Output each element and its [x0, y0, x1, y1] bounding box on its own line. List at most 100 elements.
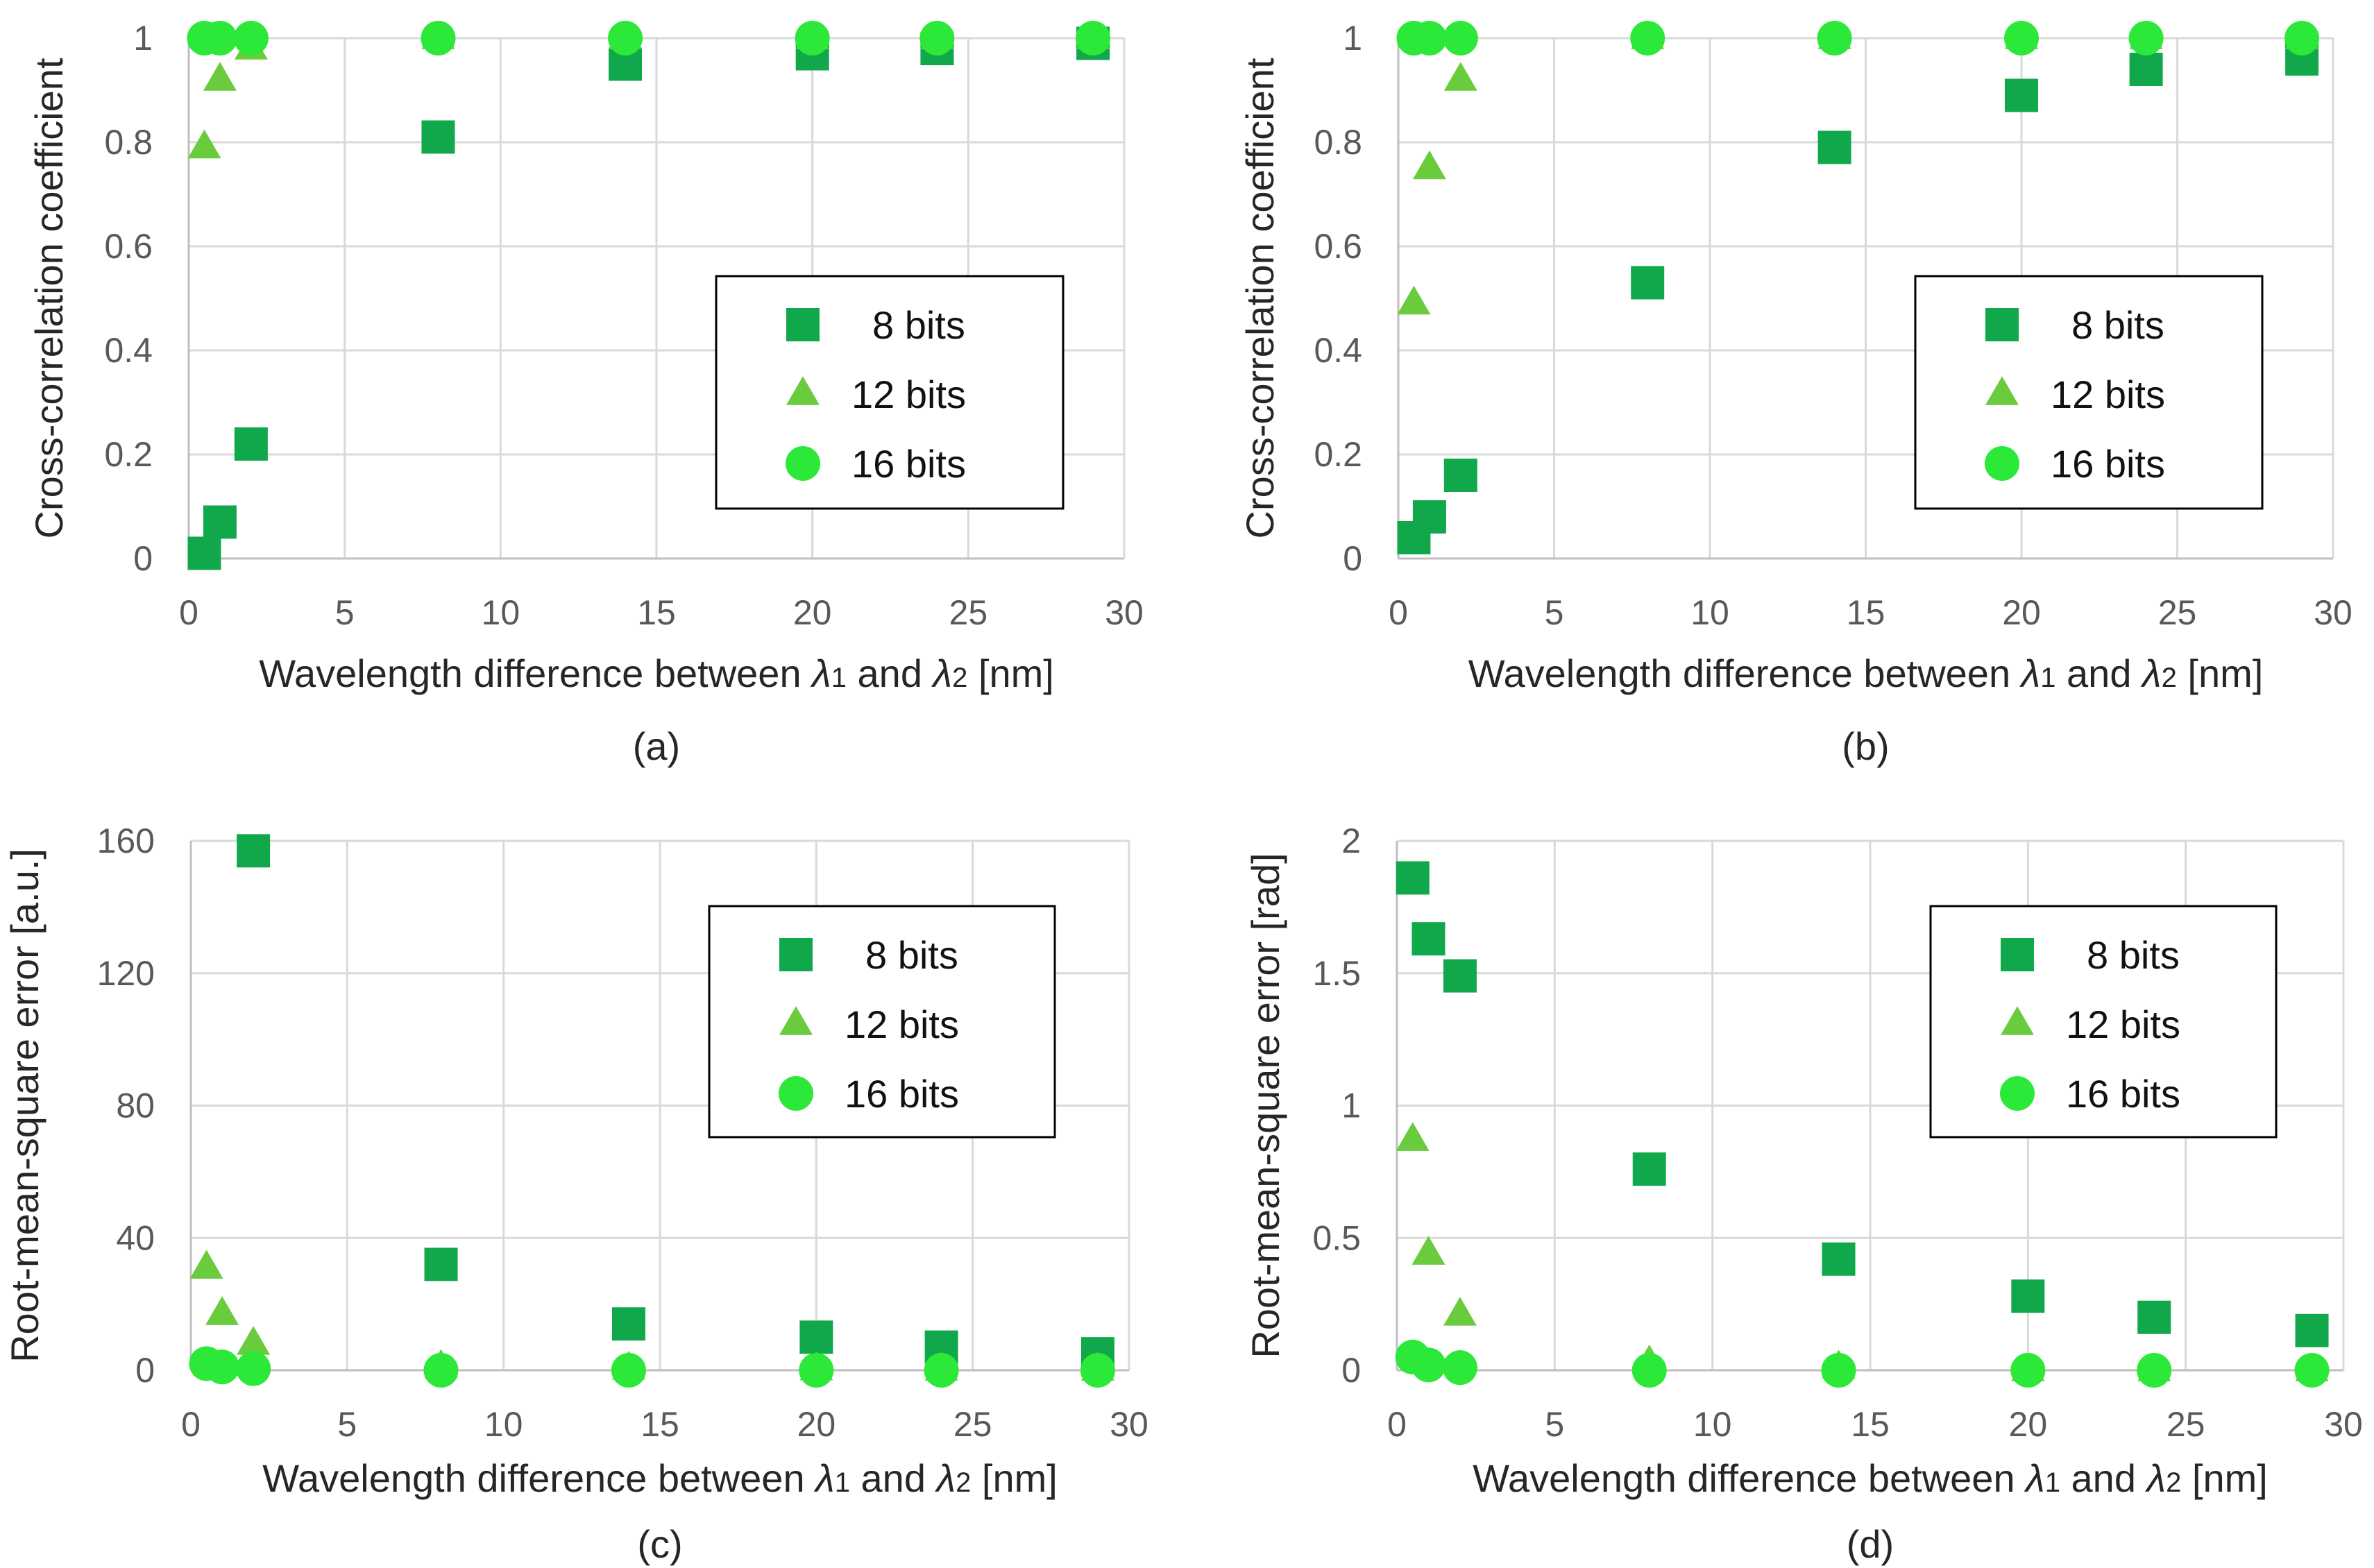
chart-2-series-12-bits [189, 1250, 1114, 1381]
chart-2-y-tick-label: 40 [116, 1218, 155, 1257]
chart-1-x-tick-label: 10 [1690, 593, 1729, 632]
chart-2-y-tick-label: 0 [135, 1351, 155, 1390]
chart-2-point-8-bits-1 [424, 1247, 458, 1281]
chart-1-series-16-bits [1396, 21, 2320, 56]
chart-3-point-12-bits-2 [1443, 1297, 1477, 1326]
chart-0-y-tick-label: 0 [133, 539, 153, 578]
chart-2-x-tick-label: 15 [641, 1405, 679, 1444]
chart-3-point-8-bits-7 [2295, 1313, 2329, 1347]
chart-0-x-tick-label: 0 [179, 593, 198, 632]
chart-0-point-16-bits-7 [1076, 21, 1111, 56]
chart-3-point-8-bits-6 [2137, 1300, 2171, 1334]
chart-1-y-tick-label: 0.2 [1314, 435, 1362, 474]
chart-2-caption: (c) [637, 1522, 682, 1566]
chart-0-caption: (a) [633, 724, 680, 768]
chart-0-y-tick-label: 1 [133, 19, 153, 58]
chart-1-legend-box [1914, 275, 2264, 510]
chart-0-legend-label-8-bits: 8 bits [872, 303, 965, 347]
panel-c: 0 5 10 15 20 25 30 0 40 80 120 160 Wavelength differ… [3, 821, 1148, 1566]
chart-0-point-16-bits-6 [919, 21, 955, 56]
chart-0-point-8-bits-0 [187, 536, 221, 570]
chart-0-x-tick-label: 15 [637, 593, 676, 632]
chart-3-legend-label-16-bits: 16 bits [2066, 1072, 2180, 1116]
chart-3-point-16-bits-2 [1442, 1350, 1477, 1386]
chart-0-x-tick-label: 30 [1105, 593, 1144, 632]
chart-1-legend-label-8-bits: 8 bits [2071, 303, 2164, 347]
chart-3-x-tick-label: 10 [1693, 1405, 1732, 1444]
chart-2-legend-label-16-bits: 16 bits [845, 1072, 959, 1116]
chart-0-y-tick-label: 0.4 [104, 331, 153, 370]
chart-3-y-tick-label: 1 [1341, 1086, 1361, 1125]
chart-1-point-8-bits-6 [2129, 53, 2163, 86]
chart-2-legend-marker-12-bits [779, 1006, 813, 1035]
chart-1-legend-label-16-bits: 16 bits [2051, 442, 2165, 486]
chart-0-point-8-bits-1 [203, 505, 237, 539]
chart-3-series-12-bits [1396, 1122, 2329, 1381]
chart-3-legend-marker-16-bits [2000, 1076, 2035, 1111]
chart-0-legend-box [715, 275, 1065, 510]
chart-1-y-tick-label: 1 [1343, 19, 1362, 58]
chart-1-point-16-bits-6 [2128, 21, 2164, 56]
chart-0-point-8-bits-2 [234, 427, 268, 461]
chart-1-point-8-bits-3 [1631, 266, 1665, 300]
chart-2-point-16-bits-3 [423, 1353, 459, 1388]
chart-1-legend-marker-12-bits [1985, 376, 2019, 405]
chart-0-y-tick-label: 0.8 [104, 123, 153, 162]
chart-2-point-12-bits-0 [189, 1250, 223, 1279]
chart-2-y-axis-label: Root-mean-square error [a.u.] [3, 849, 46, 1363]
chart-3-x-tick-label: 15 [1851, 1405, 1890, 1444]
chart-1-point-12-bits-2 [1443, 62, 1477, 91]
panel-a: 0 5 10 15 20 25 30 0 0.2 0.4 0.6 0.8 1 Wavelength dif… [27, 19, 1144, 768]
chart-1-x-tick-label: 30 [2314, 593, 2352, 632]
chart-2-series-16-bits [189, 1346, 1115, 1388]
chart-2-point-12-bits-2 [237, 1326, 271, 1355]
chart-3-point-8-bits-3 [1632, 1152, 1666, 1186]
panel-d: 0 5 10 15 20 25 30 0 0.5 1 1.5 2 Wavelength differen… [1244, 821, 2363, 1566]
chart-2-point-8-bits-2 [611, 1307, 645, 1341]
chart-1-point-8-bits-2 [1443, 459, 1477, 492]
chart-0-point-16-bits-1 [202, 21, 237, 56]
chart-2-point-16-bits-7 [1080, 1353, 1115, 1388]
chart-0-x-tick-label: 5 [335, 593, 355, 632]
chart-3-point-12-bits-1 [1411, 1236, 1445, 1265]
chart-0-legend-marker-8-bits [786, 308, 820, 341]
chart-3-y-tick-label: 2 [1341, 821, 1361, 860]
chart-1-point-12-bits-0 [1397, 285, 1431, 315]
chart-3-series-8-bits [1396, 861, 2329, 1347]
chart-1-point-12-bits-1 [1412, 150, 1446, 180]
chart-3-point-16-bits-1 [1411, 1347, 1446, 1383]
chart-2-point-12-bits-1 [205, 1296, 239, 1325]
chart-0-legend-label-12-bits: 12 bits [851, 373, 966, 416]
chart-1-series-12-bits [1397, 20, 2319, 315]
chart-0-x-tick-label: 10 [482, 593, 520, 632]
chart-0-point-16-bits-4 [608, 21, 643, 56]
chart-0-x-tick-label: 20 [793, 593, 832, 632]
chart-3-point-16-bits-6 [2137, 1353, 2172, 1388]
chart-3-y-tick-label: 1.5 [1312, 954, 1361, 993]
chart-3-legend-label-8-bits: 8 bits [2087, 933, 2180, 977]
chart-3-y-tick-label: 0.5 [1312, 1218, 1361, 1257]
chart-2-legend-label-12-bits: 12 bits [845, 1003, 959, 1046]
chart-3-point-8-bits-4 [1822, 1242, 1856, 1276]
chart-3-x-tick-label: 30 [2324, 1405, 2363, 1444]
chart-3-point-16-bits-7 [2294, 1353, 2330, 1388]
chart-3-series-16-bits [1395, 1339, 2330, 1388]
chart-2-y-tick-label: 80 [116, 1086, 155, 1125]
chart-1-x-axis-label: Wavelength difference between λ1 and λ2 … [1468, 651, 2264, 695]
chart-2-x-axis-label: Wavelength difference between λ1 and λ2 … [262, 1456, 1058, 1500]
chart-1-legend-label-12-bits: 12 bits [2051, 373, 2165, 416]
panel-b: 0 5 10 15 20 25 30 0 0.2 0.4 0.6 0.8 1 Wavelength dif… [1238, 19, 2352, 768]
chart-3-x-tick-label: 5 [1545, 1405, 1564, 1444]
chart-3-x-axis-label: Wavelength difference between λ1 and λ2 … [1473, 1456, 2268, 1500]
chart-1-point-8-bits-4 [1817, 130, 1851, 164]
chart-1-grid [1397, 37, 2334, 560]
chart-1-y-axis-label: Cross-correlation coefficient [1238, 58, 1282, 538]
chart-1-y-tick-label: 0.6 [1314, 227, 1362, 266]
chart-0-point-16-bits-5 [795, 21, 830, 56]
chart-3-x-tick-label: 25 [2167, 1405, 2205, 1444]
chart-0-series-12-bits [187, 20, 1110, 159]
chart-1-point-8-bits-1 [1412, 500, 1446, 534]
chart-1-x-tick-label: 20 [2002, 593, 2041, 632]
chart-3-x-tick-label: 20 [2009, 1405, 2048, 1444]
